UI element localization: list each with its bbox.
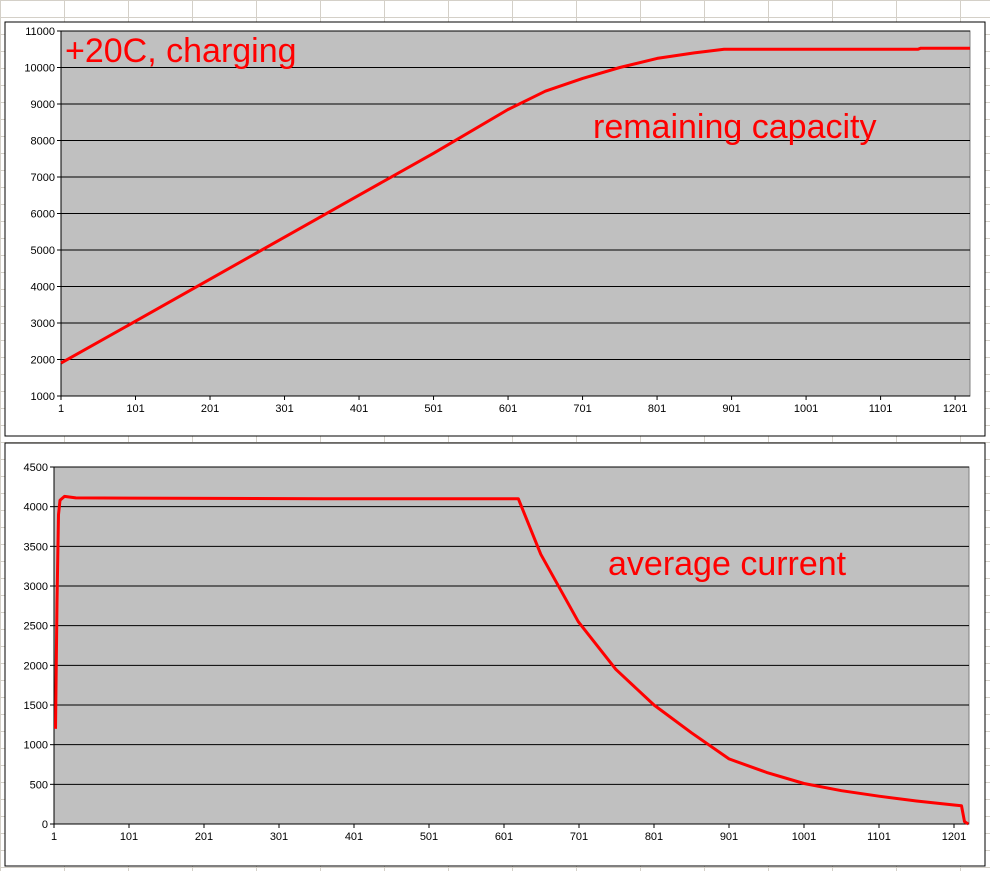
y-tick-label: 7000 — [31, 172, 55, 184]
x-tick-label: 1201 — [943, 403, 967, 415]
y-tick-label: 4000 — [31, 282, 55, 294]
x-tick-label: 1 — [51, 831, 57, 843]
y-tick-label: 3000 — [31, 318, 55, 330]
annotation: average current — [608, 545, 847, 583]
y-tick-label: 2500 — [24, 621, 48, 633]
x-tick-label: 1101 — [867, 831, 891, 843]
data-line — [60, 46, 970, 365]
y-tick-label: 4500 — [24, 462, 48, 474]
x-tick-label: 901 — [722, 403, 740, 415]
x-tick-label: 801 — [648, 403, 666, 415]
y-tick-label: 4000 — [24, 502, 48, 514]
y-tick-label: 9000 — [31, 99, 55, 111]
x-tick-label: 1001 — [792, 831, 816, 843]
y-tick-label: 5000 — [31, 245, 55, 257]
x-tick-label: 701 — [573, 403, 591, 415]
x-tick-label: 301 — [275, 403, 293, 415]
x-tick-label: 401 — [350, 403, 368, 415]
x-tick-label: 101 — [126, 403, 144, 415]
x-tick-label: 601 — [499, 403, 517, 415]
x-tick-label: 501 — [420, 831, 438, 843]
y-tick-label: 11000 — [25, 26, 55, 38]
x-tick-label: 901 — [720, 831, 738, 843]
y-tick-label: 0 — [42, 819, 48, 831]
x-tick-label: 201 — [201, 403, 219, 415]
annotation: +20C, charging — [65, 32, 297, 70]
y-tick-label: 8000 — [31, 136, 55, 148]
plot-area — [53, 466, 970, 825]
y-tick-label: 3000 — [24, 581, 48, 593]
y-tick-label: 1500 — [24, 700, 48, 712]
x-tick-label: 1 — [58, 403, 64, 415]
x-tick-label: 1201 — [942, 831, 966, 843]
y-tick-label: 2000 — [24, 660, 48, 672]
x-tick-label: 701 — [570, 831, 588, 843]
x-tick-label: 301 — [270, 831, 288, 843]
x-tick-label: 201 — [195, 831, 213, 843]
y-tick-label: 2000 — [31, 355, 55, 367]
y-tick-label: 6000 — [31, 209, 55, 221]
x-tick-label: 101 — [120, 831, 138, 843]
x-tick-label: 1101 — [869, 403, 893, 415]
x-tick-label: 801 — [645, 831, 663, 843]
y-tick-label: 10000 — [24, 63, 55, 75]
x-tick-label: 1001 — [794, 403, 818, 415]
x-tick-label: 401 — [345, 831, 363, 843]
data-line — [54, 494, 970, 826]
y-tick-label: 500 — [30, 779, 48, 791]
y-tick-label: 3500 — [24, 541, 48, 553]
y-tick-label: 1000 — [24, 740, 48, 752]
annotation: remaining capacity — [593, 108, 876, 146]
x-tick-label: 601 — [495, 831, 513, 843]
x-tick-label: 501 — [424, 403, 442, 415]
y-tick-label: 1000 — [31, 391, 55, 403]
